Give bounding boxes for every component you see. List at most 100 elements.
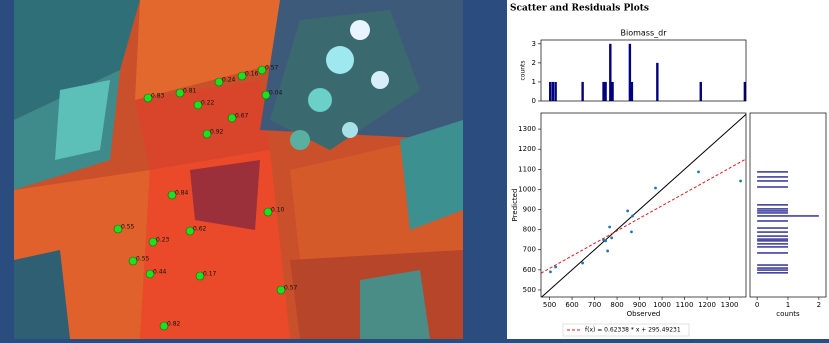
y-tick-label: 1000	[518, 185, 536, 193]
bar	[757, 231, 788, 232]
point	[654, 187, 657, 190]
x-tick-label: 600	[565, 301, 578, 309]
y-tick-label: 1100	[518, 165, 536, 173]
point	[554, 266, 557, 269]
sample-label: 0.24	[222, 77, 236, 84]
bar	[581, 82, 583, 101]
sample-label: 0.16	[245, 71, 259, 78]
sample-label: 0.81	[183, 88, 197, 95]
panel-title: Scatter and Residuals Plots	[510, 4, 649, 14]
point	[581, 262, 584, 265]
point	[549, 270, 552, 273]
bar	[757, 215, 819, 216]
y-tick-label: 1200	[518, 145, 536, 153]
point	[697, 171, 700, 174]
point	[626, 210, 629, 213]
bar	[757, 272, 788, 273]
sample-label: 0.83	[151, 93, 165, 100]
bar	[757, 246, 788, 247]
x-axis-label: counts	[776, 310, 800, 318]
bar	[611, 82, 613, 101]
y-tick-label: 500	[523, 286, 536, 294]
x-tick-label: 1	[786, 301, 790, 309]
bar	[757, 264, 788, 265]
bar	[757, 171, 788, 172]
point	[606, 250, 609, 253]
plot-panel	[507, 0, 829, 339]
bar	[604, 82, 606, 101]
bar	[757, 267, 788, 268]
bar	[757, 238, 788, 239]
y-tick-label: 600	[523, 266, 536, 274]
screen: Scatter and Residuals Plots 0.83 0.81 0.24…	[0, 0, 829, 339]
x-tick-label: 0	[755, 301, 759, 309]
bar	[757, 269, 788, 270]
bar	[757, 240, 788, 241]
x-tick-label: 2	[817, 301, 821, 309]
sample-label: 0.44	[153, 269, 167, 276]
x-tick-label: 1300	[721, 301, 739, 309]
point	[739, 180, 742, 183]
satellite-image	[14, 0, 463, 339]
sample-label: 0.22	[201, 100, 215, 107]
y-tick-label: 2	[532, 59, 536, 67]
bar	[757, 243, 788, 244]
bar	[552, 82, 554, 101]
point	[604, 239, 607, 242]
point	[631, 215, 634, 218]
bar	[757, 180, 788, 181]
x-tick-label: 1000	[653, 301, 671, 309]
sample-label: 0.57	[265, 65, 279, 72]
bar	[757, 252, 788, 253]
bar	[757, 176, 788, 177]
sample-label: 0.84	[175, 190, 189, 197]
y-tick-label: 1300	[518, 125, 536, 133]
bar	[757, 227, 788, 228]
sample-label: 0.82	[167, 321, 181, 328]
sample-label: 0.57	[284, 285, 298, 292]
y-axis-label: counts	[520, 60, 527, 80]
bar	[757, 220, 788, 221]
point	[610, 236, 613, 239]
y-tick-label: 1	[532, 78, 536, 86]
x-tick-label: 700	[588, 301, 601, 309]
sample-label: 0.67	[235, 113, 249, 120]
sample-label: 0.10	[271, 207, 285, 214]
point	[630, 230, 633, 233]
x-tick-label: 500	[543, 301, 556, 309]
sample-label: 0.55	[121, 224, 135, 231]
bar	[656, 63, 658, 101]
sample-label: 0.55	[136, 256, 150, 263]
bar	[757, 186, 788, 187]
sample-label: 0.92	[210, 129, 224, 136]
bar	[609, 44, 611, 101]
bar	[631, 82, 633, 101]
x-axis-label: Observed	[627, 310, 661, 318]
bar	[700, 82, 702, 101]
bar	[757, 210, 788, 211]
bar	[757, 204, 788, 205]
legend-label: f(x) = 0.62338 * x + 295.49231	[585, 327, 681, 334]
sample-label: 0.04	[269, 90, 283, 97]
sample-label: 0.62	[193, 226, 207, 233]
y-tick-label: 0	[532, 97, 536, 105]
bar	[549, 82, 551, 101]
bar	[757, 212, 788, 213]
x-tick-label: 1100	[676, 301, 694, 309]
x-tick-label: 1200	[698, 301, 716, 309]
y-tick-label: 3	[532, 40, 536, 48]
y-axis-label: Predicted	[511, 189, 519, 222]
point	[608, 226, 611, 229]
y-tick-label: 800	[523, 226, 536, 234]
sample-label: 0.17	[203, 271, 217, 278]
x-tick-label: 800	[610, 301, 623, 309]
hist-title: Biomass_dr	[620, 29, 667, 38]
y-tick-label: 700	[523, 246, 536, 254]
bar	[757, 208, 788, 209]
bar	[757, 235, 788, 236]
x-tick-label: 900	[633, 301, 646, 309]
bar	[554, 82, 556, 101]
y-tick-label: 900	[523, 206, 536, 214]
sample-label: 0.23	[156, 237, 170, 244]
page: Scatter and Residuals Plots 0.83 0.81 0.24…	[0, 0, 829, 339]
